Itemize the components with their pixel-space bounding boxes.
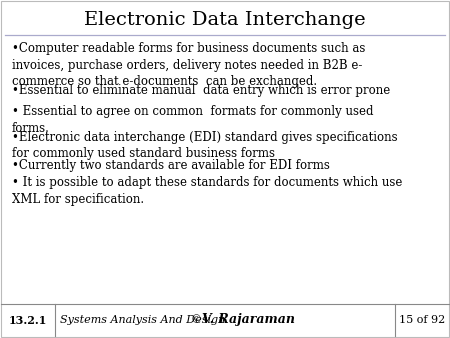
Text: 13.2.1: 13.2.1 bbox=[8, 314, 47, 325]
Text: • It is possible to adapt these standards for documents which use
XML for specif: • It is possible to adapt these standard… bbox=[12, 176, 402, 206]
Text: Systems Analysis And Design: Systems Analysis And Design bbox=[60, 315, 225, 325]
Text: 15 of 92: 15 of 92 bbox=[399, 315, 445, 325]
Text: •Electronic data interchange (EDI) standard gives specifications
for commonly us: •Electronic data interchange (EDI) stand… bbox=[12, 131, 398, 161]
Text: ©: © bbox=[190, 315, 201, 325]
Text: Electronic Data Interchange: Electronic Data Interchange bbox=[84, 11, 366, 29]
Text: •Essential to eliminate manual  data entry which is error prone: •Essential to eliminate manual data entr… bbox=[12, 84, 390, 97]
Text: • Essential to agree on common  formats for commonly used
forms.: • Essential to agree on common formats f… bbox=[12, 105, 373, 135]
Text: V. Rajaraman: V. Rajaraman bbox=[202, 314, 295, 327]
Text: •Currently two standards are available for EDI forms: •Currently two standards are available f… bbox=[12, 159, 330, 172]
Text: •Computer readable forms for business documents such as
invoices, purchase order: •Computer readable forms for business do… bbox=[12, 42, 365, 88]
